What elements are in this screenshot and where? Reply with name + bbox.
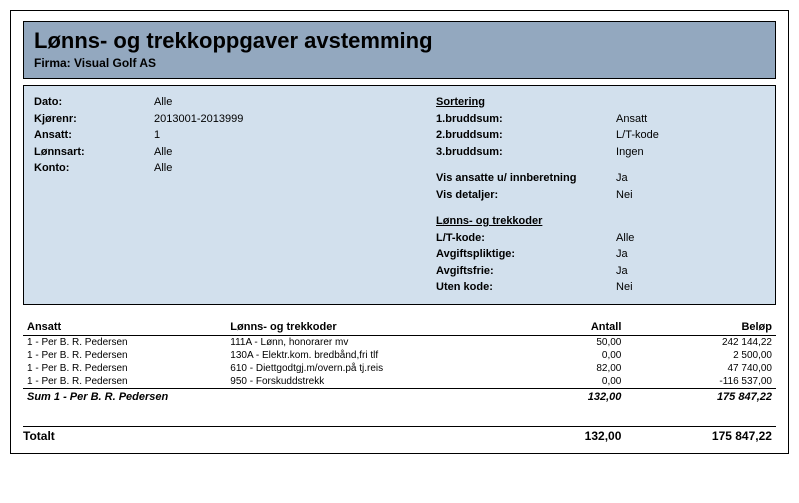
lonnsart-value: Alle: [154, 144, 436, 161]
lonnsart-label: Lønnsart:: [34, 144, 154, 161]
firma-label: Firma:: [34, 56, 74, 70]
visdetaljer-value: Nei: [616, 187, 765, 204]
table-row: 1 - Per B. R. Pedersen950 - Forskuddstre…: [23, 375, 776, 389]
firma-value: Visual Golf AS: [74, 56, 156, 70]
b3-label: 3.bruddsum:: [436, 144, 616, 161]
avgpl-value: Ja: [616, 246, 765, 263]
cell-kode: 610 - Diettgodtgj.m/overn.på tj.reis: [226, 362, 512, 375]
b2-value: L/T-kode: [616, 127, 765, 144]
cell-antall: 82,00: [512, 362, 625, 375]
avgfri-label: Avgiftsfrie:: [436, 263, 616, 280]
cell-belop: 242 144,22: [625, 335, 776, 349]
dato-label: Dato:: [34, 94, 154, 111]
visdetaljer-label: Vis detaljer:: [436, 187, 616, 204]
cell-antall: 0,00: [512, 375, 625, 389]
avgpl-label: Avgiftspliktige:: [436, 246, 616, 263]
b3-value: Ingen: [616, 144, 765, 161]
report-frame: Lønns- og trekkoppgaver avstemming Firma…: [10, 10, 789, 454]
cell-ansatt: 1 - Per B. R. Pedersen: [23, 362, 226, 375]
totalt-row: Totalt 132,00 175 847,22: [23, 426, 776, 443]
cell-antall: 0,00: [512, 349, 625, 362]
sum-label: Sum 1 - Per B. R. Pedersen: [23, 388, 512, 404]
ansatt-value: 1: [154, 127, 436, 144]
totalt-antall: 132,00: [512, 429, 625, 443]
visansatte-value: Ja: [616, 170, 765, 187]
info-box: Dato:Alle Kjørenr:2013001-2013999 Ansatt…: [23, 85, 776, 305]
th-ansatt: Ansatt: [23, 319, 226, 336]
ltkode-value: Alle: [616, 230, 765, 247]
b1-value: Ansatt: [616, 111, 765, 128]
cell-kode: 111A - Lønn, honorarer mv: [226, 335, 512, 349]
table-row: 1 - Per B. R. Pedersen130A - Elektr.kom.…: [23, 349, 776, 362]
cell-ansatt: 1 - Per B. R. Pedersen: [23, 335, 226, 349]
avgfri-value: Ja: [616, 263, 765, 280]
info-right: Sortering 1.bruddsum:Ansatt 2.bruddsum:L…: [436, 94, 765, 296]
uten-value: Nei: [616, 279, 765, 296]
kjorenr-label: Kjørenr:: [34, 111, 154, 128]
ltkode-label: L/T-kode:: [436, 230, 616, 247]
totalt-belop: 175 847,22: [625, 429, 776, 443]
report-title: Lønns- og trekkoppgaver avstemming: [34, 28, 765, 54]
sum-antall: 132,00: [512, 388, 625, 404]
cell-kode: 950 - Forskuddstrekk: [226, 375, 512, 389]
cell-belop: -116 537,00: [625, 375, 776, 389]
cell-belop: 2 500,00: [625, 349, 776, 362]
title-block: Lønns- og trekkoppgaver avstemming Firma…: [23, 21, 776, 79]
ansatt-label: Ansatt:: [34, 127, 154, 144]
totalt-label: Totalt: [23, 429, 512, 443]
uten-label: Uten kode:: [436, 279, 616, 296]
kjorenr-value: 2013001-2013999: [154, 111, 436, 128]
data-table: Ansatt Lønns- og trekkoder Antall Beløp …: [23, 319, 776, 404]
cell-kode: 130A - Elektr.kom. bredbånd,fri tlf: [226, 349, 512, 362]
konto-label: Konto:: [34, 160, 154, 177]
sum-row: Sum 1 - Per B. R. Pedersen 132,00 175 84…: [23, 388, 776, 404]
lt-head: Lønns- og trekkoder: [436, 213, 616, 230]
cell-belop: 47 740,00: [625, 362, 776, 375]
th-kode: Lønns- og trekkoder: [226, 319, 512, 336]
cell-ansatt: 1 - Per B. R. Pedersen: [23, 349, 226, 362]
sum-belop: 175 847,22: [625, 388, 776, 404]
b1-label: 1.bruddsum:: [436, 111, 616, 128]
th-antall: Antall: [512, 319, 625, 336]
firma-line: Firma: Visual Golf AS: [34, 56, 765, 70]
dato-value: Alle: [154, 94, 436, 111]
table-header-row: Ansatt Lønns- og trekkoder Antall Beløp: [23, 319, 776, 336]
visansatte-label: Vis ansatte u/ innberetning: [436, 170, 616, 187]
info-left: Dato:Alle Kjørenr:2013001-2013999 Ansatt…: [34, 94, 436, 296]
konto-value: Alle: [154, 160, 436, 177]
table-row: 1 - Per B. R. Pedersen610 - Diettgodtgj.…: [23, 362, 776, 375]
cell-antall: 50,00: [512, 335, 625, 349]
th-belop: Beløp: [625, 319, 776, 336]
b2-label: 2.bruddsum:: [436, 127, 616, 144]
cell-ansatt: 1 - Per B. R. Pedersen: [23, 375, 226, 389]
table-body: 1 - Per B. R. Pedersen111A - Lønn, honor…: [23, 335, 776, 388]
table-row: 1 - Per B. R. Pedersen111A - Lønn, honor…: [23, 335, 776, 349]
sortering-head: Sortering: [436, 94, 616, 111]
